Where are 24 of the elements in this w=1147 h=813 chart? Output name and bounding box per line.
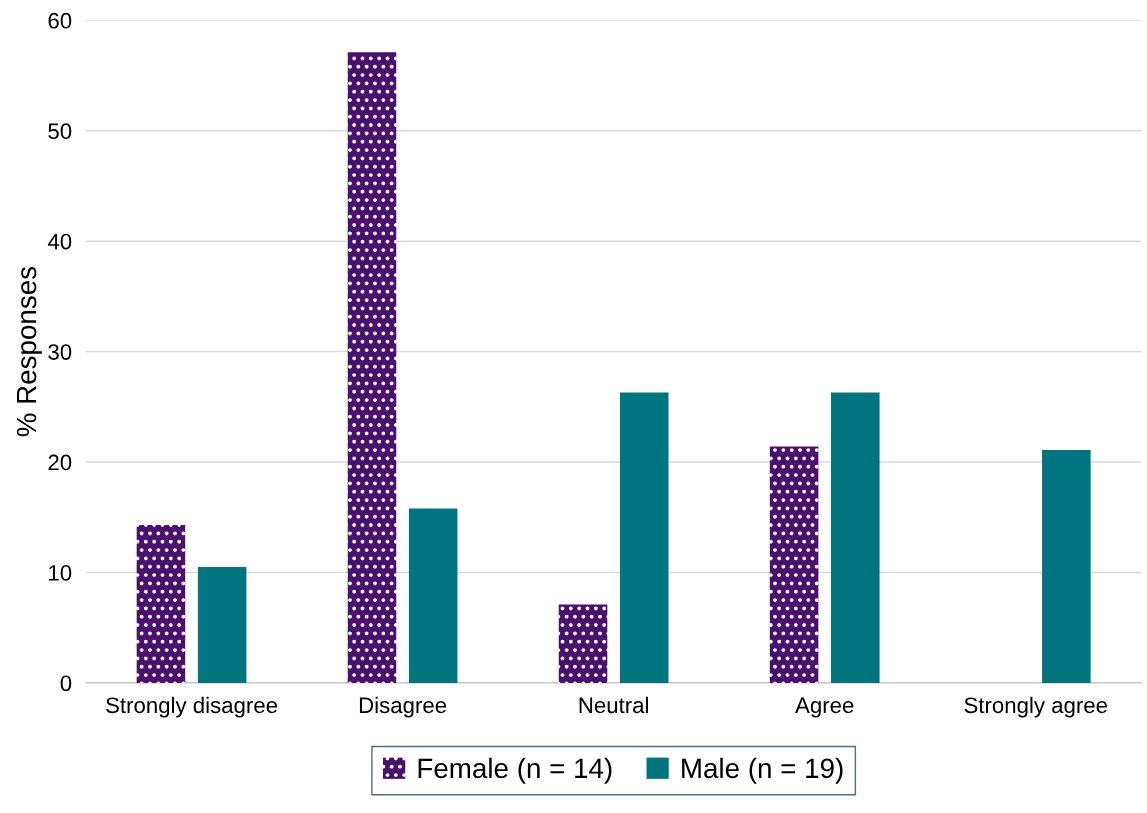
y-tick-label: 30 <box>48 344 72 360</box>
y-axis-title: % Responses <box>16 266 42 437</box>
y-tick-label: 20 <box>48 454 72 471</box>
bar <box>408 508 458 683</box>
bar <box>197 566 247 683</box>
y-tick-label: 40 <box>47 233 72 250</box>
bar <box>347 52 397 683</box>
y-tick-label: 10 <box>49 565 72 581</box>
bar <box>1042 449 1091 683</box>
y-tick-label: 60 <box>48 12 72 29</box>
bar <box>136 525 186 683</box>
legend-label: Female (n = 14) <box>418 757 612 784</box>
x-tick-label: Agree <box>795 697 854 718</box>
legend-label: Male (n = 19) <box>682 757 843 784</box>
bar <box>558 604 608 683</box>
y-tick-label: 50 <box>48 123 72 140</box>
bar <box>769 446 819 683</box>
y-tick-label: 0 <box>60 675 72 692</box>
x-tick-label: Strongly disagree <box>106 696 278 718</box>
x-tick-label: Strongly agree <box>964 696 1108 718</box>
bar <box>831 392 880 683</box>
bar <box>619 392 669 683</box>
x-tick-label: Neutral <box>579 696 648 714</box>
x-tick-label: Disagree <box>359 696 447 718</box>
